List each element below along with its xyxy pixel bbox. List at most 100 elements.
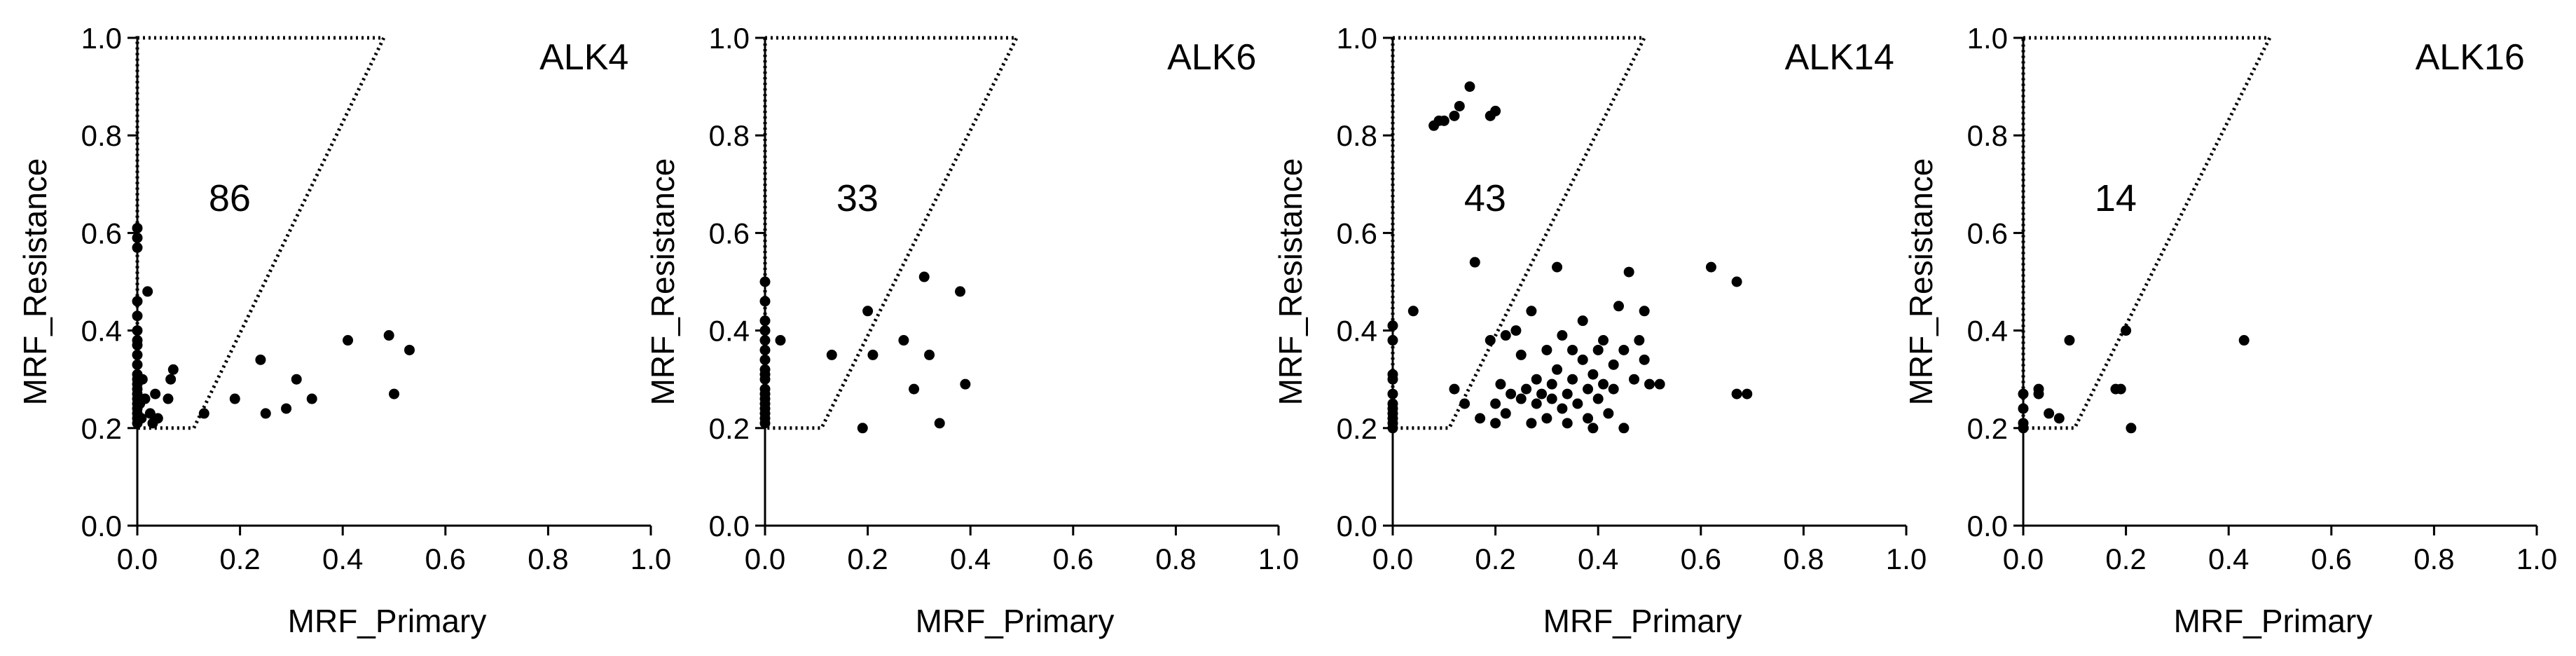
- data-point: [1449, 383, 1460, 395]
- x-tick-label: 0.6: [2311, 542, 2352, 575]
- data-point: [1608, 383, 1619, 395]
- x-tick-label: 0.2: [1475, 542, 1515, 575]
- y-tick-label: 1.0: [1967, 22, 2008, 55]
- y-tick-label: 0.8: [709, 119, 750, 152]
- y-tick-label: 0.2: [709, 412, 750, 445]
- data-point: [1634, 335, 1645, 346]
- data-point: [291, 374, 302, 385]
- data-point: [1705, 261, 1716, 273]
- data-point: [1731, 388, 1742, 399]
- x-tick-label: 0.8: [2413, 542, 2454, 575]
- data-point: [1500, 408, 1511, 419]
- x-tick-label: 0.2: [219, 542, 260, 575]
- data-point: [960, 378, 971, 390]
- data-point: [2018, 388, 2029, 399]
- data-point: [2053, 413, 2065, 424]
- data-point: [1567, 374, 1578, 385]
- data-point: [1459, 398, 1470, 409]
- panel-title: ALK4: [539, 37, 628, 78]
- data-point: [1387, 320, 1398, 332]
- data-point: [152, 413, 163, 424]
- y-tick-label: 0.2: [1337, 412, 1377, 445]
- x-tick-label: 0.8: [1783, 542, 1824, 575]
- data-point: [229, 393, 240, 404]
- data-point: [1742, 388, 1753, 399]
- data-point: [1618, 423, 1630, 434]
- y-tick-label: 0.0: [1337, 510, 1377, 542]
- data-point: [862, 306, 874, 317]
- y-tick-label: 0.6: [1337, 217, 1377, 250]
- data-point: [2238, 335, 2250, 346]
- chart-panel-alk14: 0.0 0.2 0.4 0.6 0.8 1.0 0.0 0.2 0.4 0.6 0.8 1.0 MRF_…: [1272, 22, 1927, 639]
- data-point: [1546, 378, 1557, 390]
- data-point: [2064, 335, 2075, 346]
- data-point: [132, 296, 143, 307]
- data-point: [2018, 403, 2029, 414]
- data-point: [759, 418, 771, 429]
- region-outline: [763, 36, 1020, 430]
- data-point: [1587, 369, 1599, 380]
- chart-panel-alk16: 0.0 0.2 0.4 0.6 0.8 1.0 0.0 0.2 0.4 0.6 0.8 1.0 MRF_…: [1903, 22, 2557, 639]
- x-tick-label: 0.6: [1053, 542, 1094, 575]
- data-point: [1536, 388, 1548, 399]
- data-point: [132, 325, 143, 336]
- data-point: [383, 330, 394, 341]
- x-tick-label: 0.4: [950, 542, 991, 575]
- data-point: [142, 286, 153, 297]
- data-point: [281, 403, 292, 414]
- data-point: [150, 388, 161, 399]
- data-point: [1587, 423, 1599, 434]
- count-label: 43: [1464, 177, 1506, 219]
- x-tick-label: 1.0: [2516, 542, 2557, 575]
- data-point: [137, 374, 148, 385]
- x-tick-label: 0.0: [745, 542, 785, 575]
- data-point: [759, 296, 771, 307]
- data-point: [1469, 257, 1480, 268]
- data-point: [144, 408, 156, 419]
- y-axis-title: MRF_Resistance: [645, 158, 681, 406]
- data-point: [1639, 306, 1650, 317]
- data-point: [759, 315, 771, 327]
- x-tick-label: 0.0: [1372, 542, 1413, 575]
- data-point: [1557, 330, 1568, 341]
- data-point: [1608, 359, 1619, 370]
- data-point: [132, 242, 143, 253]
- y-tick-label: 0.4: [81, 315, 122, 348]
- data-point: [1639, 354, 1650, 365]
- data-point: [1577, 315, 1588, 327]
- data-point: [1515, 349, 1527, 360]
- data-point: [1506, 388, 1517, 399]
- panel-title: ALK16: [2416, 37, 2525, 78]
- data-point: [934, 418, 945, 429]
- panel-title: ALK6: [1167, 37, 1256, 78]
- x-tick-label: 0.4: [322, 542, 363, 575]
- count-label: 14: [2095, 177, 2137, 219]
- data-point: [1562, 388, 1573, 399]
- data-point: [1603, 408, 1614, 419]
- x-tick-label: 0.4: [2208, 542, 2249, 575]
- count-label: 33: [836, 177, 879, 219]
- data-point: [2018, 423, 2029, 434]
- y-tick-label: 0.0: [1967, 510, 2008, 542]
- data-point: [1541, 413, 1552, 424]
- data-point: [1521, 383, 1532, 395]
- y-tick-label: 1.0: [1337, 22, 1377, 55]
- data-point: [1454, 100, 1465, 111]
- count-label: 86: [209, 177, 251, 219]
- y-axis-title: MRF_Resistance: [1272, 158, 1309, 406]
- data-point: [132, 339, 143, 350]
- data-point: [826, 349, 837, 360]
- y-tick-label: 0.4: [1967, 315, 2008, 348]
- data-point: [1475, 413, 1486, 424]
- data-point: [759, 344, 771, 355]
- data-point: [139, 393, 151, 404]
- data-point: [1654, 378, 1665, 390]
- data-point: [1526, 306, 1537, 317]
- data-point: [759, 374, 771, 385]
- data-point: [132, 232, 143, 243]
- data-point: [2033, 388, 2044, 399]
- y-tick-label: 0.6: [1967, 217, 2008, 250]
- data-point: [1531, 374, 1542, 385]
- data-point: [255, 354, 266, 365]
